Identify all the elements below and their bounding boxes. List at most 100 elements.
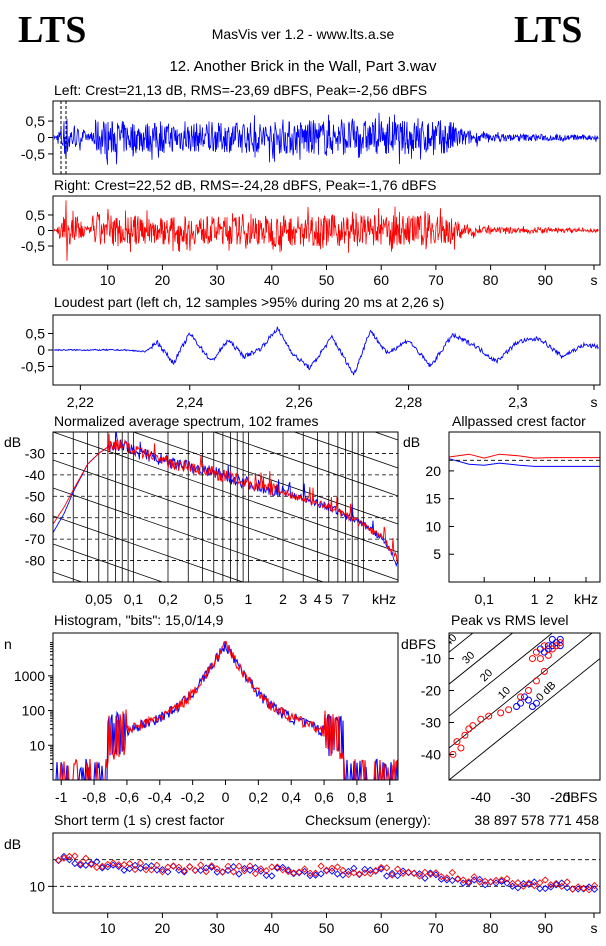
short-term-crest-right-point <box>268 863 276 871</box>
short-term-crest-left-point <box>350 864 358 873</box>
peak-vs-rms-point <box>532 648 540 656</box>
peak-vs-rms-point <box>532 699 540 707</box>
allpassed-crest-ytick-label: 15 <box>425 491 441 507</box>
short-term-crest-right-point <box>306 869 314 877</box>
histogram-xtick-label: 1 <box>386 789 394 805</box>
short-term-crest-right-point <box>426 870 435 879</box>
left-waveform-ytick-label: 0 <box>37 130 45 146</box>
short-term-crest-left-point <box>514 884 522 892</box>
histogram-title: Histogram, "bits": 15,0/14,9 <box>54 612 224 628</box>
short-term-crest-right-point <box>476 878 484 886</box>
loudest-part-frame <box>52 314 601 386</box>
peak-vs-rms-point <box>469 722 477 730</box>
peak-vs-rms-point <box>477 715 485 723</box>
short-term-crest-left-point <box>508 882 517 890</box>
right-waveform-xtick-label: 50 <box>319 272 335 288</box>
short-term-crest-right-point <box>273 863 281 871</box>
short-term-crest-left-point <box>344 867 353 876</box>
right-waveform-ytick-label: -0,5 <box>21 238 45 254</box>
loudest-part-ytick-label: 0,5 <box>26 326 46 342</box>
spectrum-xtick-label: 5 <box>325 591 333 607</box>
short-term-crest-right-point <box>300 865 309 873</box>
short-term-crest-right-point <box>262 867 270 875</box>
short-term-crest-right-point <box>98 862 106 871</box>
right-waveform-xtick-label: 80 <box>483 272 499 288</box>
short-term-crest-left-point <box>388 869 396 878</box>
peak-vs-rms-ytick-label: -30 <box>421 714 441 730</box>
short-term-crest-left-point <box>295 869 303 877</box>
histogram-xtick-label: 0,4 <box>281 789 301 805</box>
allpassed-crest-xtick-label: 2 <box>546 591 554 607</box>
short-term-crest-right-point <box>519 882 528 890</box>
short-term-crest-xtick-label: 50 <box>319 920 335 936</box>
short-term-crest-left-point <box>186 863 194 871</box>
short-term-crest-left-point <box>585 883 593 891</box>
short-term-crest-ylabel: dB <box>4 836 21 852</box>
logo-left: LTS <box>18 9 87 51</box>
short-term-crest-right-point <box>279 866 287 874</box>
short-term-crest-right-point <box>344 870 353 879</box>
short-term-crest-left-point <box>328 867 336 875</box>
loudest-part-xtick-label: 2,26 <box>286 394 313 410</box>
loudest-part-xtick-label: s <box>591 394 598 410</box>
histogram-ylabel: n <box>4 636 12 652</box>
spectrum-xtick-label: 3 <box>299 591 307 607</box>
short-term-crest-right-point <box>514 879 522 887</box>
short-term-crest-left-point <box>448 876 456 885</box>
histogram-xtick-label: -0,8 <box>82 789 106 805</box>
histogram-xtick-label: -0,4 <box>148 789 172 805</box>
short-term-crest-left-point <box>235 870 243 878</box>
short-term-crest-xtick-label: 70 <box>428 920 444 936</box>
short-term-crest-left-point <box>147 862 156 870</box>
peak-vs-rms-point <box>540 642 548 650</box>
app-title: MasVis ver 1.2 - www.lts.a.se <box>211 26 395 42</box>
allpassed-crest-xtick-label: 0,1 <box>474 591 494 607</box>
short-term-crest-right-point <box>131 865 139 874</box>
short-term-crest-right-point <box>213 865 221 873</box>
short-term-crest-right-point <box>465 878 473 886</box>
spectrum-right-trace <box>53 433 398 564</box>
histogram-left-trace <box>53 642 399 781</box>
short-term-crest-left-point <box>426 869 435 877</box>
right-waveform-xtick-label: 90 <box>538 272 554 288</box>
spectrum-ytick-label: -70 <box>25 531 45 547</box>
peak-vs-rms-point <box>524 687 532 695</box>
short-term-crest-left-point <box>273 864 281 872</box>
short-term-crest-right-point <box>295 868 303 876</box>
short-term-crest-checksum: 38 897 578 771 458 <box>474 812 599 828</box>
spectrum-xtick-label: 2 <box>279 591 287 607</box>
loudest-part-trace <box>53 326 599 376</box>
short-term-crest-left-point <box>136 864 145 872</box>
histogram-ytick-label: 100 <box>22 703 46 719</box>
spectrum-ytick-label: -60 <box>25 510 45 526</box>
spectrum-xtick-label: 4 <box>314 591 322 607</box>
short-term-crest-xtick-label: 20 <box>155 920 171 936</box>
short-term-crest-left-point <box>563 884 571 892</box>
short-term-crest-left-point <box>481 881 489 889</box>
short-term-crest-right-point <box>317 862 325 870</box>
short-term-crest-right-point <box>328 864 336 872</box>
allpassed-crest-frame <box>448 431 601 583</box>
allpassed-crest-left-trace <box>448 458 600 467</box>
short-term-crest-left-point <box>284 866 292 874</box>
short-term-crest-left-point <box>541 884 549 893</box>
short-term-crest-right-point <box>339 866 347 875</box>
short-term-crest-right-point <box>240 867 249 875</box>
short-term-crest-right-point <box>322 866 331 874</box>
short-term-crest-right-point <box>169 862 177 870</box>
short-term-crest-right-point <box>530 881 538 890</box>
short-term-crest-right-point <box>437 873 446 881</box>
short-term-crest-right-point <box>388 871 396 879</box>
histogram-right-trace <box>53 640 399 781</box>
peak-vs-rms-crest-label: 20 <box>478 667 495 684</box>
short-term-crest-left-point <box>60 852 68 861</box>
right-waveform-ytick-label: 0 <box>37 223 45 239</box>
short-term-crest-right-point <box>60 854 68 862</box>
peak-vs-rms-point <box>548 635 556 643</box>
short-term-crest-right-point <box>82 854 90 862</box>
histogram-xtick-label: -0,6 <box>115 789 139 805</box>
histogram-xtick-label: 0,6 <box>314 789 334 805</box>
short-term-crest-right-point <box>175 863 183 871</box>
peak-vs-rms-ytick-label: -40 <box>421 746 441 762</box>
